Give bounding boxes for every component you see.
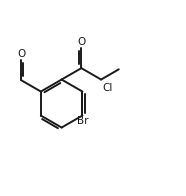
Text: O: O <box>17 49 25 59</box>
Text: Cl: Cl <box>102 83 112 93</box>
Text: O: O <box>77 37 86 47</box>
Text: Br: Br <box>77 116 88 126</box>
